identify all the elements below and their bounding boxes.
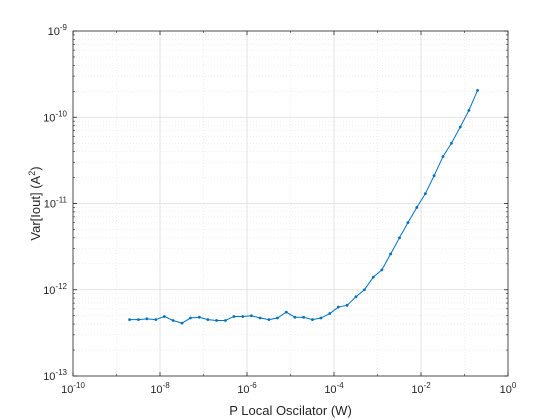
data-point <box>258 316 262 320</box>
data-point <box>328 312 332 315</box>
x-tick-label-base: 10 <box>237 384 249 396</box>
y-axis-label-end: ) <box>28 166 43 170</box>
data-point <box>467 109 471 112</box>
data-point <box>267 318 271 322</box>
minor-grid <box>73 31 508 376</box>
y-axis-label: Var[Iout] (A2) <box>27 166 43 240</box>
x-tick-label: 100 <box>500 381 517 396</box>
y-tick-label-exponent: -12 <box>55 282 67 291</box>
data-point <box>476 88 479 92</box>
x-tick-label: 10-4 <box>324 381 344 396</box>
y-axis-label-exponent: 2 <box>27 171 37 176</box>
data-point <box>415 206 419 209</box>
y-tick-label: 10-10 <box>43 109 67 124</box>
data-point <box>319 316 323 320</box>
data-point <box>241 315 245 318</box>
x-tick-label: 10-6 <box>237 381 257 396</box>
y-tick-label-base: 10 <box>43 285 55 297</box>
x-tick-label-base: 10 <box>411 384 423 396</box>
data-point <box>128 318 131 322</box>
y-tick-label-base: 10 <box>43 112 55 124</box>
y-axis-label-base: Var[Iout] (A <box>28 175 43 240</box>
data-point <box>162 315 166 318</box>
data-point <box>450 141 453 145</box>
data-point <box>197 315 201 319</box>
x-tick-label: 10-8 <box>150 381 170 396</box>
data-point <box>311 318 314 322</box>
data-point <box>189 316 192 320</box>
data-point <box>336 305 340 309</box>
x-tick-label-exponent: -4 <box>337 381 345 390</box>
y-tick-label: 10-13 <box>43 368 67 383</box>
data-point <box>232 315 236 318</box>
x-tick-label-base: 10 <box>61 384 73 396</box>
data-point <box>380 268 384 272</box>
data-point <box>171 319 175 322</box>
data-point <box>154 318 158 322</box>
data-point <box>371 275 375 279</box>
data-point <box>276 316 279 320</box>
axis-ticks <box>72 30 509 377</box>
data-point <box>423 192 427 196</box>
y-tick-label-exponent: -11 <box>56 196 68 205</box>
data-point <box>432 174 436 178</box>
y-tick-label-base: 10 <box>48 26 60 38</box>
data-point <box>224 319 227 322</box>
data-point <box>206 318 210 322</box>
x-tick-label: 10-2 <box>411 381 431 396</box>
data-point <box>441 155 445 158</box>
x-axis-label: P Local Oscilator (W) <box>229 403 352 418</box>
y-tick-label-exponent: -13 <box>55 368 67 377</box>
data-point <box>137 318 140 322</box>
x-tick-label-exponent: -10 <box>73 381 85 390</box>
data-point <box>406 221 410 225</box>
x-tick-label-exponent: -2 <box>424 381 432 390</box>
data-point <box>284 310 288 314</box>
data-point <box>345 303 349 307</box>
data-point <box>363 288 366 292</box>
x-tick-labels: 10-10 10-8 10-6 10-4 10-2 100 <box>61 381 517 396</box>
y-tick-label: 10-12 <box>43 282 67 297</box>
x-tick-label-exponent: -6 <box>250 381 258 390</box>
data-point <box>354 295 358 299</box>
data-point <box>389 252 392 256</box>
data-point <box>215 319 218 322</box>
y-tick-label: 10-11 <box>44 196 68 211</box>
y-tick-label-base: 10 <box>43 371 55 383</box>
x-tick-label: 10-10 <box>61 381 85 396</box>
data-point <box>145 317 149 321</box>
data-point <box>293 315 297 319</box>
series-layer <box>128 88 479 325</box>
data-point <box>180 321 184 325</box>
y-tick-label-exponent: -10 <box>55 109 67 118</box>
x-tick-label-base: 10 <box>500 384 512 396</box>
data-point <box>302 315 305 319</box>
x-tick-label-base: 10 <box>150 384 162 396</box>
data-point <box>249 314 253 318</box>
x-tick-label-base: 10 <box>324 384 336 396</box>
y-tick-label: 10-9 <box>48 23 68 38</box>
data-point <box>458 125 462 129</box>
y-tick-label-exponent: -9 <box>60 23 68 32</box>
data-point <box>398 236 401 240</box>
x-tick-label-exponent: 0 <box>512 381 517 390</box>
x-tick-label-exponent: -8 <box>163 381 171 390</box>
y-tick-label-base: 10 <box>44 199 56 211</box>
